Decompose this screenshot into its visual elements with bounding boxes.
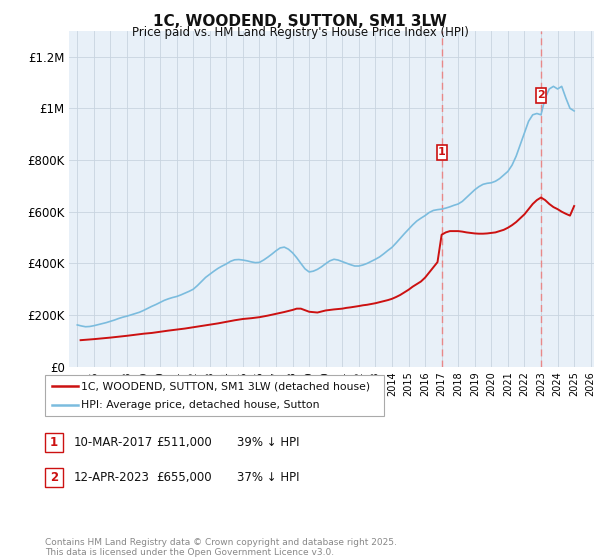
Text: 2: 2 [537,90,545,100]
Text: 2: 2 [50,470,58,484]
Bar [536,88,546,102]
Text: 10-MAR-2017: 10-MAR-2017 [74,436,153,449]
Text: 1C, WOODEND, SUTTON, SM1 3LW (detached house): 1C, WOODEND, SUTTON, SM1 3LW (detached h… [81,381,370,391]
Text: 1C, WOODEND, SUTTON, SM1 3LW: 1C, WOODEND, SUTTON, SM1 3LW [153,14,447,29]
Text: £655,000: £655,000 [156,470,212,484]
Text: 12-APR-2023: 12-APR-2023 [74,470,149,484]
Text: £511,000: £511,000 [156,436,212,449]
Text: Price paid vs. HM Land Registry's House Price Index (HPI): Price paid vs. HM Land Registry's House … [131,26,469,39]
Text: 39% ↓ HPI: 39% ↓ HPI [237,436,299,449]
Text: 37% ↓ HPI: 37% ↓ HPI [237,470,299,484]
Text: 1: 1 [50,436,58,449]
Text: 1: 1 [438,147,446,157]
Bar [437,145,446,160]
Text: Contains HM Land Registry data © Crown copyright and database right 2025.
This d: Contains HM Land Registry data © Crown c… [45,538,397,557]
Text: HPI: Average price, detached house, Sutton: HPI: Average price, detached house, Sutt… [81,400,320,409]
